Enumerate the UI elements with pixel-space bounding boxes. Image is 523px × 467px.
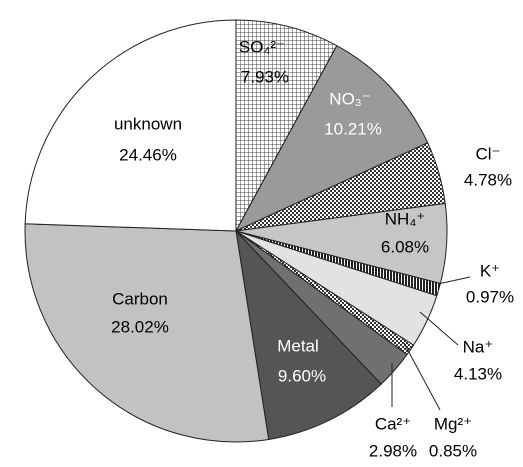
value-label: 7.93% — [241, 67, 289, 86]
leader-line — [419, 311, 459, 346]
slice-label: Na⁺ — [463, 337, 494, 356]
value-label: 6.08% — [381, 237, 429, 256]
value-label: 24.46% — [119, 145, 177, 164]
value-label: 28.02% — [111, 317, 169, 336]
value-label: 9.60% — [278, 366, 326, 385]
pie-slice — [24, 19, 237, 232]
value-label: 4.13% — [454, 364, 502, 383]
value-label: 0.97% — [466, 287, 514, 306]
slice-label: Metal — [277, 336, 319, 355]
slice-label: Mg²⁺ — [434, 414, 472, 433]
slice-label: NO₃⁻ — [329, 89, 370, 108]
slice-label: Ca²⁺ — [375, 414, 411, 433]
leader-line — [437, 276, 471, 285]
slice-label: NH₄⁺ — [385, 209, 425, 228]
value-label: 4.78% — [464, 170, 512, 189]
leader-line — [403, 342, 441, 411]
pie-slice — [24, 223, 270, 443]
pie-slice — [235, 19, 338, 232]
pie-slice — [234, 44, 429, 233]
slice-label: Cl⁻ — [475, 144, 500, 163]
value-label: 2.98% — [369, 441, 417, 460]
value-label: 0.85% — [429, 441, 477, 460]
value-label: 10.21% — [324, 119, 382, 138]
slice-label: Carbon — [112, 289, 168, 308]
slice-label: SO₄²⁻ — [239, 37, 285, 56]
slice-label: K⁺ — [480, 261, 500, 280]
slice-label: unknown — [114, 114, 182, 133]
pie-slice — [235, 229, 382, 441]
